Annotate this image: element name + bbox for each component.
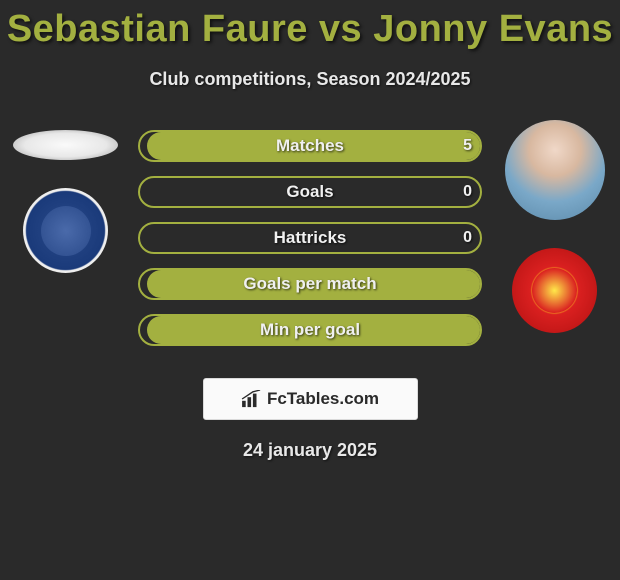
bar-value-right: 0 [463,176,472,208]
right-player-column [497,120,612,333]
club-badge-right [512,248,597,333]
bar-label: Hattricks [138,222,482,254]
player-left-avatar [13,130,118,160]
bar-label: Matches [138,130,482,162]
bar-label: Goals [138,176,482,208]
stat-row: Min per goal [138,314,482,346]
bar-label: Min per goal [138,314,482,346]
stat-row: Hattricks0 [138,222,482,254]
player-right-avatar [505,120,605,220]
watermark: FcTables.com [203,378,418,420]
comparison-area: Matches5Goals0Hattricks0Goals per matchM… [0,120,620,360]
page-title: Sebastian Faure vs Jonny Evans [0,0,620,51]
date-line: 24 january 2025 [0,440,620,461]
stat-row: Goals0 [138,176,482,208]
left-player-column [8,120,123,273]
stat-bars: Matches5Goals0Hattricks0Goals per matchM… [138,130,482,346]
club-badge-left [23,188,108,273]
stat-row: Goals per match [138,268,482,300]
chart-icon [241,390,263,408]
bar-value-right: 0 [463,222,472,254]
bar-value-right: 5 [463,130,472,162]
bar-label: Goals per match [138,268,482,300]
subtitle: Club competitions, Season 2024/2025 [0,69,620,90]
watermark-text: FcTables.com [267,389,379,409]
stat-row: Matches5 [138,130,482,162]
